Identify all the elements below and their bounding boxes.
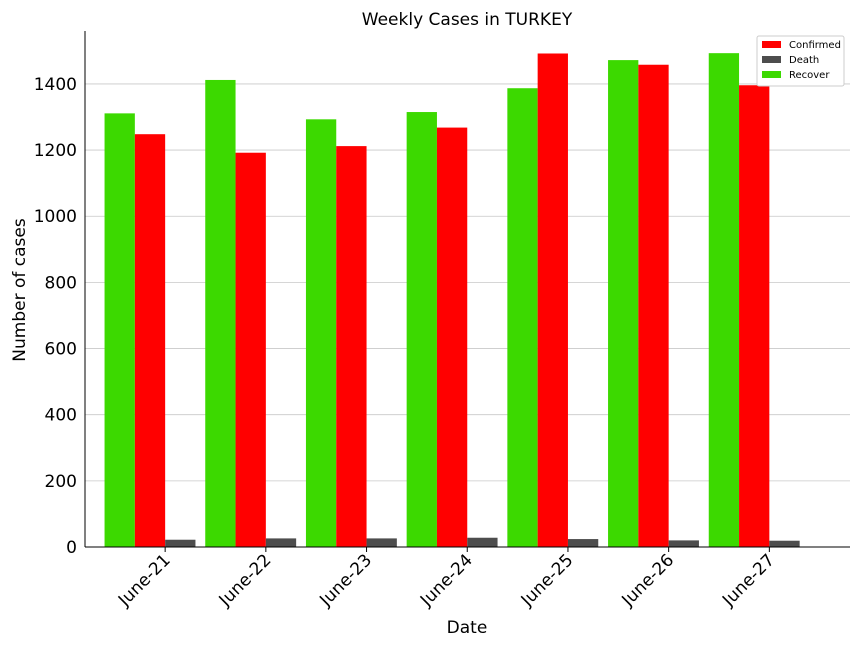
y-tick-label: 1200	[34, 141, 77, 161]
bar-death-june-26	[668, 540, 699, 547]
bar-confirmed-june-22	[235, 152, 266, 547]
chart-title: Weekly Cases in TURKEY	[362, 10, 573, 30]
bar-confirmed-june-21	[134, 134, 166, 547]
bar-death-june-23	[366, 538, 397, 547]
bars	[104, 53, 800, 548]
bar-recover-june-21	[104, 113, 135, 547]
bar-death-june-24	[467, 537, 498, 547]
bar-death-june-27	[769, 540, 800, 547]
x-tick-label: June-23	[315, 550, 376, 611]
bar-confirmed-june-23	[336, 146, 367, 547]
bar-recover-june-26	[608, 60, 639, 547]
legend-swatch-recover	[762, 71, 781, 78]
y-tick-label: 400	[45, 406, 77, 426]
y-tick-label: 0	[66, 538, 77, 558]
x-axis-label: Date	[447, 618, 488, 638]
y-tick-label: 800	[45, 273, 77, 293]
bar-death-june-25	[567, 539, 599, 547]
bar-confirmed-june-26	[638, 64, 669, 547]
bar-death-june-22	[265, 538, 297, 547]
y-tick-label: 1400	[34, 75, 77, 95]
x-tick-label: June-22	[215, 550, 276, 611]
legend-label-death: Death	[789, 55, 819, 66]
x-tick-label: June-27	[718, 550, 779, 611]
bar-recover-june-27	[708, 53, 740, 548]
y-axis-label: Number of cases	[10, 218, 30, 362]
bar-confirmed-june-25	[537, 53, 568, 547]
x-tick-label: June-24	[416, 550, 477, 611]
legend-label-recover: Recover	[789, 70, 830, 81]
bar-confirmed-june-24	[436, 127, 468, 547]
y-tick-label: 1000	[34, 207, 77, 227]
bar-death-june-21	[165, 539, 196, 547]
bar-recover-june-24	[406, 112, 437, 548]
legend-swatch-confirmed	[762, 41, 781, 48]
y-tick-label: 200	[45, 472, 77, 492]
x-tick-label: June-25	[517, 550, 578, 611]
bar-recover-june-23	[305, 119, 337, 548]
legend-swatch-death	[762, 56, 781, 63]
x-tick-label: June-21	[114, 550, 175, 611]
bar-recover-june-25	[507, 88, 538, 547]
bar-recover-june-22	[205, 79, 236, 547]
bar-confirmed-june-27	[739, 85, 770, 547]
y-tick-label: 600	[45, 340, 77, 360]
legend: Confirmed Death Recover	[756, 35, 845, 87]
legend-label-confirmed: Confirmed	[789, 40, 841, 51]
x-tick-label: June-26	[618, 550, 679, 611]
